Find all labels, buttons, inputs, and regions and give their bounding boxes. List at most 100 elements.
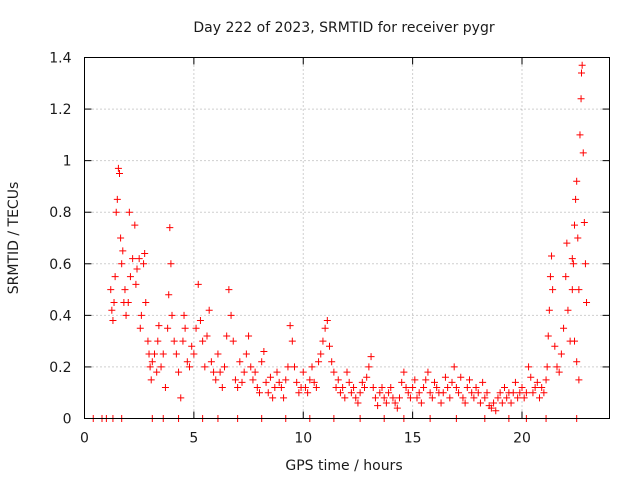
- data-point: [234, 384, 242, 392]
- data-point: [336, 389, 344, 397]
- data-point: [571, 221, 578, 229]
- data-point: [568, 286, 576, 294]
- data-point: [299, 368, 307, 376]
- y-axis-label: SRMTID / TECUs: [6, 182, 22, 295]
- data-point: [339, 384, 347, 392]
- data-point: [135, 255, 143, 263]
- data-point: [468, 389, 476, 397]
- data-point: [121, 286, 129, 294]
- y-tick-label: 0.8: [49, 205, 71, 221]
- data-point: [214, 350, 222, 358]
- data-point: [196, 317, 204, 325]
- data-point: [306, 376, 314, 384]
- data-point: [501, 384, 508, 392]
- data-point: [446, 394, 454, 402]
- data-point: [404, 389, 412, 397]
- data-point: [417, 399, 425, 407]
- data-point: [481, 394, 489, 402]
- x-tick-label: 15: [404, 431, 422, 447]
- data-point: [210, 368, 218, 376]
- data-point: [172, 350, 180, 358]
- data-point: [415, 389, 423, 397]
- data-point: [231, 376, 239, 384]
- data-point: [546, 273, 554, 281]
- data-point: [154, 337, 162, 345]
- data-point: [166, 224, 174, 232]
- data-point: [181, 324, 189, 332]
- data-point: [522, 389, 530, 397]
- data-point: [165, 291, 173, 299]
- data-point: [284, 363, 292, 371]
- data-point: [110, 298, 118, 306]
- data-point: [266, 373, 274, 381]
- data-point: [448, 378, 456, 386]
- data-point: [260, 347, 268, 355]
- data-point: [551, 342, 559, 350]
- data-point: [288, 337, 296, 345]
- data-point: [131, 221, 139, 229]
- data-point: [352, 394, 360, 402]
- data-point: [461, 399, 469, 407]
- data-point: [194, 280, 202, 288]
- data-point: [253, 384, 261, 392]
- data-point: [463, 384, 471, 392]
- data-point: [492, 407, 500, 415]
- data-point: [293, 378, 301, 386]
- data-point: [367, 353, 375, 361]
- data-point: [400, 368, 408, 376]
- data-point: [205, 306, 213, 314]
- data-point: [111, 273, 119, 281]
- data-point: [142, 298, 150, 306]
- data-point: [117, 234, 125, 242]
- data-point: [374, 402, 382, 410]
- data-point: [487, 404, 495, 412]
- data-point: [572, 195, 580, 203]
- data-point: [470, 394, 478, 402]
- data-point: [122, 311, 130, 319]
- data-point: [238, 378, 246, 386]
- data-point: [503, 394, 511, 402]
- data-point: [323, 317, 331, 325]
- data-point: [568, 255, 576, 263]
- data-point: [240, 368, 248, 376]
- data-point: [112, 208, 120, 216]
- data-point: [571, 337, 578, 345]
- data-point: [406, 394, 414, 402]
- data-point: [538, 384, 546, 392]
- data-point: [387, 384, 395, 392]
- data-point: [393, 404, 401, 412]
- data-point: [245, 332, 253, 340]
- data-point: [573, 358, 581, 366]
- data-point: [175, 368, 183, 376]
- data-point: [580, 219, 588, 227]
- data-point: [354, 399, 362, 407]
- data-point: [334, 376, 342, 384]
- data-point: [148, 358, 156, 366]
- data-point: [563, 239, 571, 247]
- data-point: [286, 322, 294, 330]
- data-point: [227, 311, 235, 319]
- data-point: [437, 399, 445, 407]
- data-point: [180, 311, 188, 319]
- data-point: [201, 363, 209, 371]
- data-point: [450, 363, 458, 371]
- data-point: [225, 286, 233, 294]
- data-point: [343, 368, 351, 376]
- data-point: [153, 368, 161, 376]
- data-point: [411, 376, 419, 384]
- data-point: [177, 394, 185, 402]
- data-point: [167, 260, 175, 268]
- data-point: [317, 350, 325, 358]
- x-tick-label: 20: [513, 431, 531, 447]
- data-point: [137, 311, 145, 319]
- data-point: [141, 249, 149, 257]
- x-axis-label: GPS time / hours: [285, 458, 402, 474]
- data-point: [413, 394, 421, 402]
- data-point: [433, 384, 441, 392]
- data-point: [147, 376, 155, 384]
- data-point: [341, 394, 349, 402]
- data-point: [518, 384, 526, 392]
- data-point: [151, 350, 158, 358]
- data-point: [579, 149, 587, 157]
- data-point: [249, 376, 257, 384]
